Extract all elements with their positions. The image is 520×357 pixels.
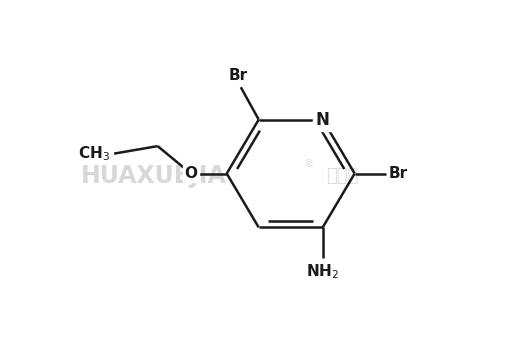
Text: CH$_3$: CH$_3$ xyxy=(78,144,110,163)
Text: HUAXUEJIA: HUAXUEJIA xyxy=(81,164,227,188)
Text: ®: ® xyxy=(304,160,313,170)
Text: Br: Br xyxy=(389,166,408,181)
Text: O: O xyxy=(185,166,198,181)
Text: N: N xyxy=(316,111,330,129)
Text: 化学加: 化学加 xyxy=(327,167,359,185)
Text: Br: Br xyxy=(229,68,248,83)
Text: NH$_2$: NH$_2$ xyxy=(306,262,339,281)
